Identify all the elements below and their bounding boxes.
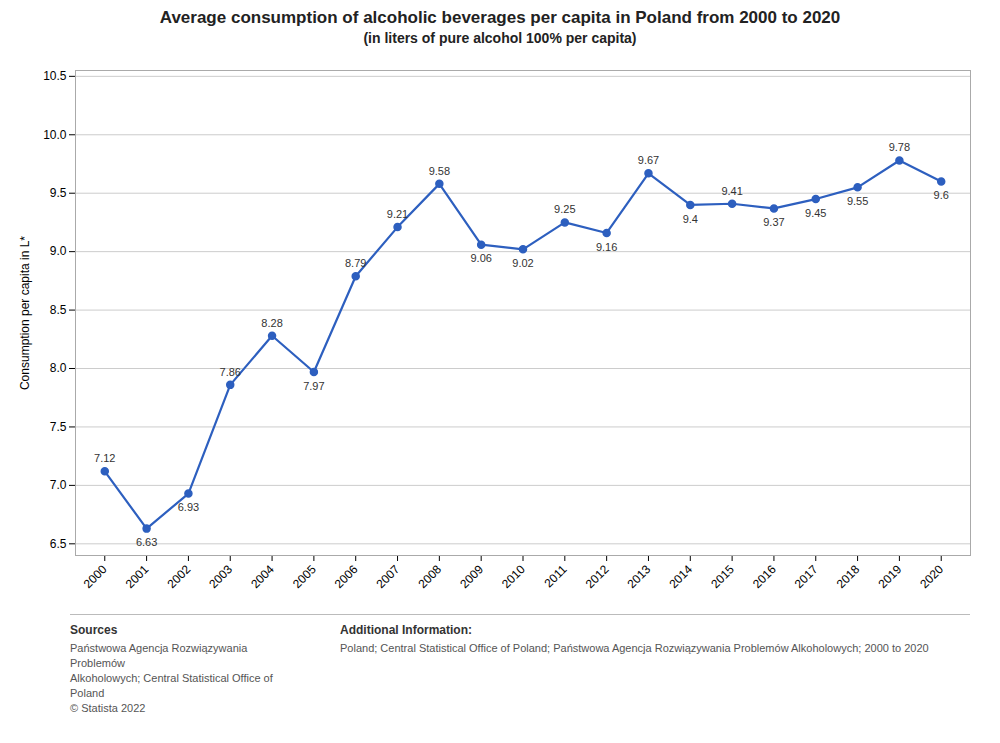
html-text:(in liters of pure alcohol 100: (in liters of pure alcohol 100% per capi… (363, 30, 637, 46)
svg-text:2007: 2007 (374, 562, 403, 591)
svg-text:2012: 2012 (583, 562, 612, 591)
html-text:Sources: Sources (70, 623, 118, 637)
html-text:Additional Information:: Additional Information: (340, 623, 472, 637)
svg-text:6.93: 6.93 (178, 501, 199, 513)
html-text:© Statista 2022: © Statista 2022 (70, 702, 146, 714)
svg-text:Consumption per capita in L*: Consumption per capita in L* (18, 236, 32, 390)
svg-text:9.67: 9.67 (638, 154, 659, 166)
html-text:Poland; Central Statistical Of: Poland; Central Statistical Office of Po… (340, 642, 929, 654)
svg-text:2008: 2008 (415, 562, 444, 591)
svg-text:7.5: 7.5 (50, 420, 67, 434)
svg-text:2020: 2020 (917, 562, 946, 591)
svg-text:9.78: 9.78 (889, 141, 910, 153)
svg-text:9.37: 9.37 (763, 216, 784, 228)
html-text:Alkoholowych; Central Statisti: Alkoholowych; Central Statistical Office… (70, 672, 273, 699)
svg-text:8.0: 8.0 (50, 361, 67, 375)
svg-text:2019: 2019 (875, 562, 904, 591)
svg-text:10.0: 10.0 (43, 128, 67, 142)
svg-text:2004: 2004 (248, 562, 277, 591)
svg-text:2010: 2010 (499, 562, 528, 591)
svg-text:7.86: 7.86 (220, 366, 241, 378)
svg-text:8.5: 8.5 (50, 303, 67, 317)
svg-text:6.5: 6.5 (50, 537, 67, 551)
svg-text:7.0: 7.0 (50, 478, 67, 492)
svg-text:9.45: 9.45 (805, 207, 826, 219)
svg-text:8.79: 8.79 (345, 257, 366, 269)
svg-text:2017: 2017 (792, 562, 821, 591)
svg-text:2009: 2009 (457, 562, 486, 591)
svg-text:8.28: 8.28 (261, 317, 282, 329)
svg-text:2013: 2013 (625, 562, 654, 591)
svg-text:9.21: 9.21 (387, 208, 408, 220)
svg-text:2002: 2002 (164, 562, 193, 591)
svg-text:9.4: 9.4 (683, 213, 698, 225)
html-text:Państwowa Agencja Rozwiązywani: Państwowa Agencja Rozwiązywania Problemó… (70, 642, 248, 669)
svg-text:9.16: 9.16 (596, 241, 617, 253)
svg-text:9.5: 9.5 (50, 186, 67, 200)
svg-text:2006: 2006 (332, 562, 361, 591)
svg-text:2003: 2003 (206, 562, 235, 591)
svg-text:7.97: 7.97 (303, 380, 324, 392)
svg-text:9.6: 9.6 (934, 189, 949, 201)
svg-text:10.5: 10.5 (43, 69, 67, 83)
svg-text:2018: 2018 (834, 562, 863, 591)
svg-text:7.12: 7.12 (94, 452, 115, 464)
svg-text:2005: 2005 (290, 562, 319, 591)
svg-text:6.63: 6.63 (136, 536, 157, 548)
svg-text:9.58: 9.58 (429, 165, 450, 177)
svg-text:9.06: 9.06 (470, 252, 491, 264)
svg-text:2000: 2000 (81, 562, 110, 591)
html-text:Average consumption of alcohol: Average consumption of alcoholic beverag… (159, 8, 841, 27)
svg-text:9.0: 9.0 (50, 244, 67, 258)
svg-text:9.25: 9.25 (554, 203, 575, 215)
svg-text:9.55: 9.55 (847, 195, 868, 207)
svg-text:2015: 2015 (708, 562, 737, 591)
svg-text:2016: 2016 (750, 562, 779, 591)
svg-text:2011: 2011 (542, 562, 570, 590)
svg-text:9.02: 9.02 (512, 257, 533, 269)
svg-text:9.41: 9.41 (721, 185, 742, 197)
svg-text:2014: 2014 (666, 562, 695, 591)
svg-text:2001: 2001 (123, 562, 152, 591)
